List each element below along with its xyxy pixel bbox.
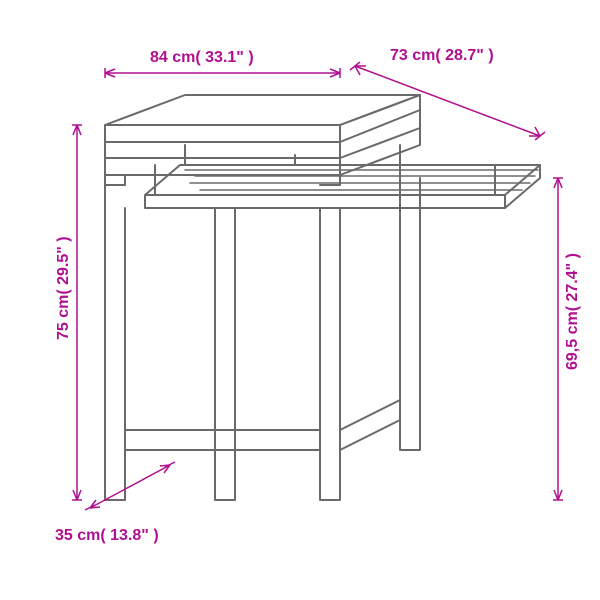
- dimension-lines: [72, 62, 563, 510]
- depth-base-label: 35 cm( 13.8" ): [55, 527, 159, 544]
- width-label: 84 cm( 33.1" ): [150, 49, 254, 66]
- height-shelf-label: 69,5 cm( 27.4" ): [564, 253, 581, 370]
- dimension-diagram: 84 cm( 33.1" ) 73 cm( 28.7" ) 75 cm( 29.…: [0, 0, 600, 600]
- depth-top-label: 73 cm( 28.7" ): [390, 47, 494, 64]
- product-outline: [105, 95, 540, 500]
- height-total-label: 75 cm( 29.5" ): [55, 236, 72, 340]
